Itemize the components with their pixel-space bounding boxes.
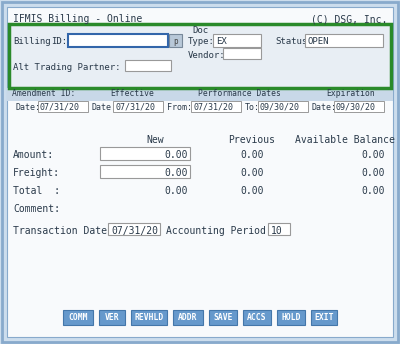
Bar xyxy=(173,310,203,325)
Text: From:: From: xyxy=(167,103,192,112)
Bar xyxy=(268,223,290,235)
Text: Expiration: Expiration xyxy=(326,89,375,98)
Bar xyxy=(277,310,305,325)
Text: 0.00: 0.00 xyxy=(362,150,385,160)
Text: Performance Dates: Performance Dates xyxy=(198,89,281,98)
Text: Date:: Date: xyxy=(15,103,40,112)
Text: 09/30/20: 09/30/20 xyxy=(260,103,300,112)
Text: ID:: ID: xyxy=(51,37,67,46)
Text: 0.00: 0.00 xyxy=(362,168,385,178)
Bar xyxy=(68,34,168,47)
Text: 07/31/20: 07/31/20 xyxy=(193,103,233,112)
Text: Type:: Type: xyxy=(188,37,215,46)
Text: Available Balance: Available Balance xyxy=(295,135,395,145)
Bar xyxy=(213,34,261,47)
Bar xyxy=(125,60,171,71)
Text: To:: To: xyxy=(245,103,260,112)
Text: Freight:: Freight: xyxy=(13,168,60,178)
Text: Amendment ID:: Amendment ID: xyxy=(12,89,75,98)
Text: ADDR: ADDR xyxy=(178,313,198,323)
Text: Total  :: Total : xyxy=(13,186,60,196)
Text: REVHLD: REVHLD xyxy=(134,313,164,323)
Text: Date:: Date: xyxy=(91,103,116,112)
Text: Transaction Date:: Transaction Date: xyxy=(13,226,113,236)
Bar xyxy=(113,101,163,112)
Bar xyxy=(305,34,383,47)
Text: 0.00: 0.00 xyxy=(164,186,188,196)
Bar xyxy=(9,24,391,88)
Bar xyxy=(108,223,160,235)
Text: SAVE: SAVE xyxy=(213,313,233,323)
Text: 0.00: 0.00 xyxy=(240,168,264,178)
Text: Vendor:: Vendor: xyxy=(188,51,226,60)
Text: OPEN: OPEN xyxy=(308,37,330,46)
Bar xyxy=(169,34,182,47)
Text: VER: VER xyxy=(105,313,119,323)
Bar xyxy=(38,101,88,112)
Text: Billing: Billing xyxy=(13,37,51,46)
Text: Accounting Period:: Accounting Period: xyxy=(166,226,272,236)
Text: Status:: Status: xyxy=(275,37,313,46)
Text: 09/30/20: 09/30/20 xyxy=(336,103,376,112)
Text: Amount:: Amount: xyxy=(13,150,54,160)
Text: EXIT: EXIT xyxy=(314,313,334,323)
Text: IFMIS Billing - Online: IFMIS Billing - Online xyxy=(13,14,142,24)
Text: 10: 10 xyxy=(271,226,283,236)
Text: New: New xyxy=(146,135,164,145)
Text: 0.00: 0.00 xyxy=(240,150,264,160)
Bar xyxy=(7,88,393,101)
Text: COMM: COMM xyxy=(68,313,88,323)
Bar xyxy=(99,310,125,325)
Bar xyxy=(131,310,167,325)
Bar xyxy=(243,310,271,325)
Text: Comment:: Comment: xyxy=(13,204,60,214)
Bar xyxy=(100,165,190,178)
Bar xyxy=(311,310,337,325)
Text: 07/31/20: 07/31/20 xyxy=(111,226,158,236)
Bar xyxy=(100,147,190,160)
Text: 0.00: 0.00 xyxy=(362,186,385,196)
Text: Alt Trading Partner:: Alt Trading Partner: xyxy=(13,63,120,72)
Text: p: p xyxy=(173,36,178,45)
Text: Date:: Date: xyxy=(312,103,337,112)
Text: EX: EX xyxy=(216,37,227,46)
Bar xyxy=(209,310,237,325)
Text: 0.00: 0.00 xyxy=(240,186,264,196)
Text: Effective: Effective xyxy=(110,89,154,98)
Text: Doc: Doc xyxy=(192,26,208,35)
Bar xyxy=(223,48,261,59)
Text: 07/31/20: 07/31/20 xyxy=(40,103,80,112)
Bar xyxy=(63,310,93,325)
Text: Previous: Previous xyxy=(228,135,276,145)
Text: 07/31/20: 07/31/20 xyxy=(115,103,155,112)
Text: 0.00: 0.00 xyxy=(164,150,188,160)
Bar xyxy=(191,101,241,112)
Text: 0.00: 0.00 xyxy=(164,168,188,178)
Bar xyxy=(334,101,384,112)
Text: HOLD: HOLD xyxy=(281,313,301,323)
Bar xyxy=(258,101,308,112)
Text: (C) DSG, Inc.: (C) DSG, Inc. xyxy=(311,14,387,24)
Text: ACCS: ACCS xyxy=(247,313,267,323)
